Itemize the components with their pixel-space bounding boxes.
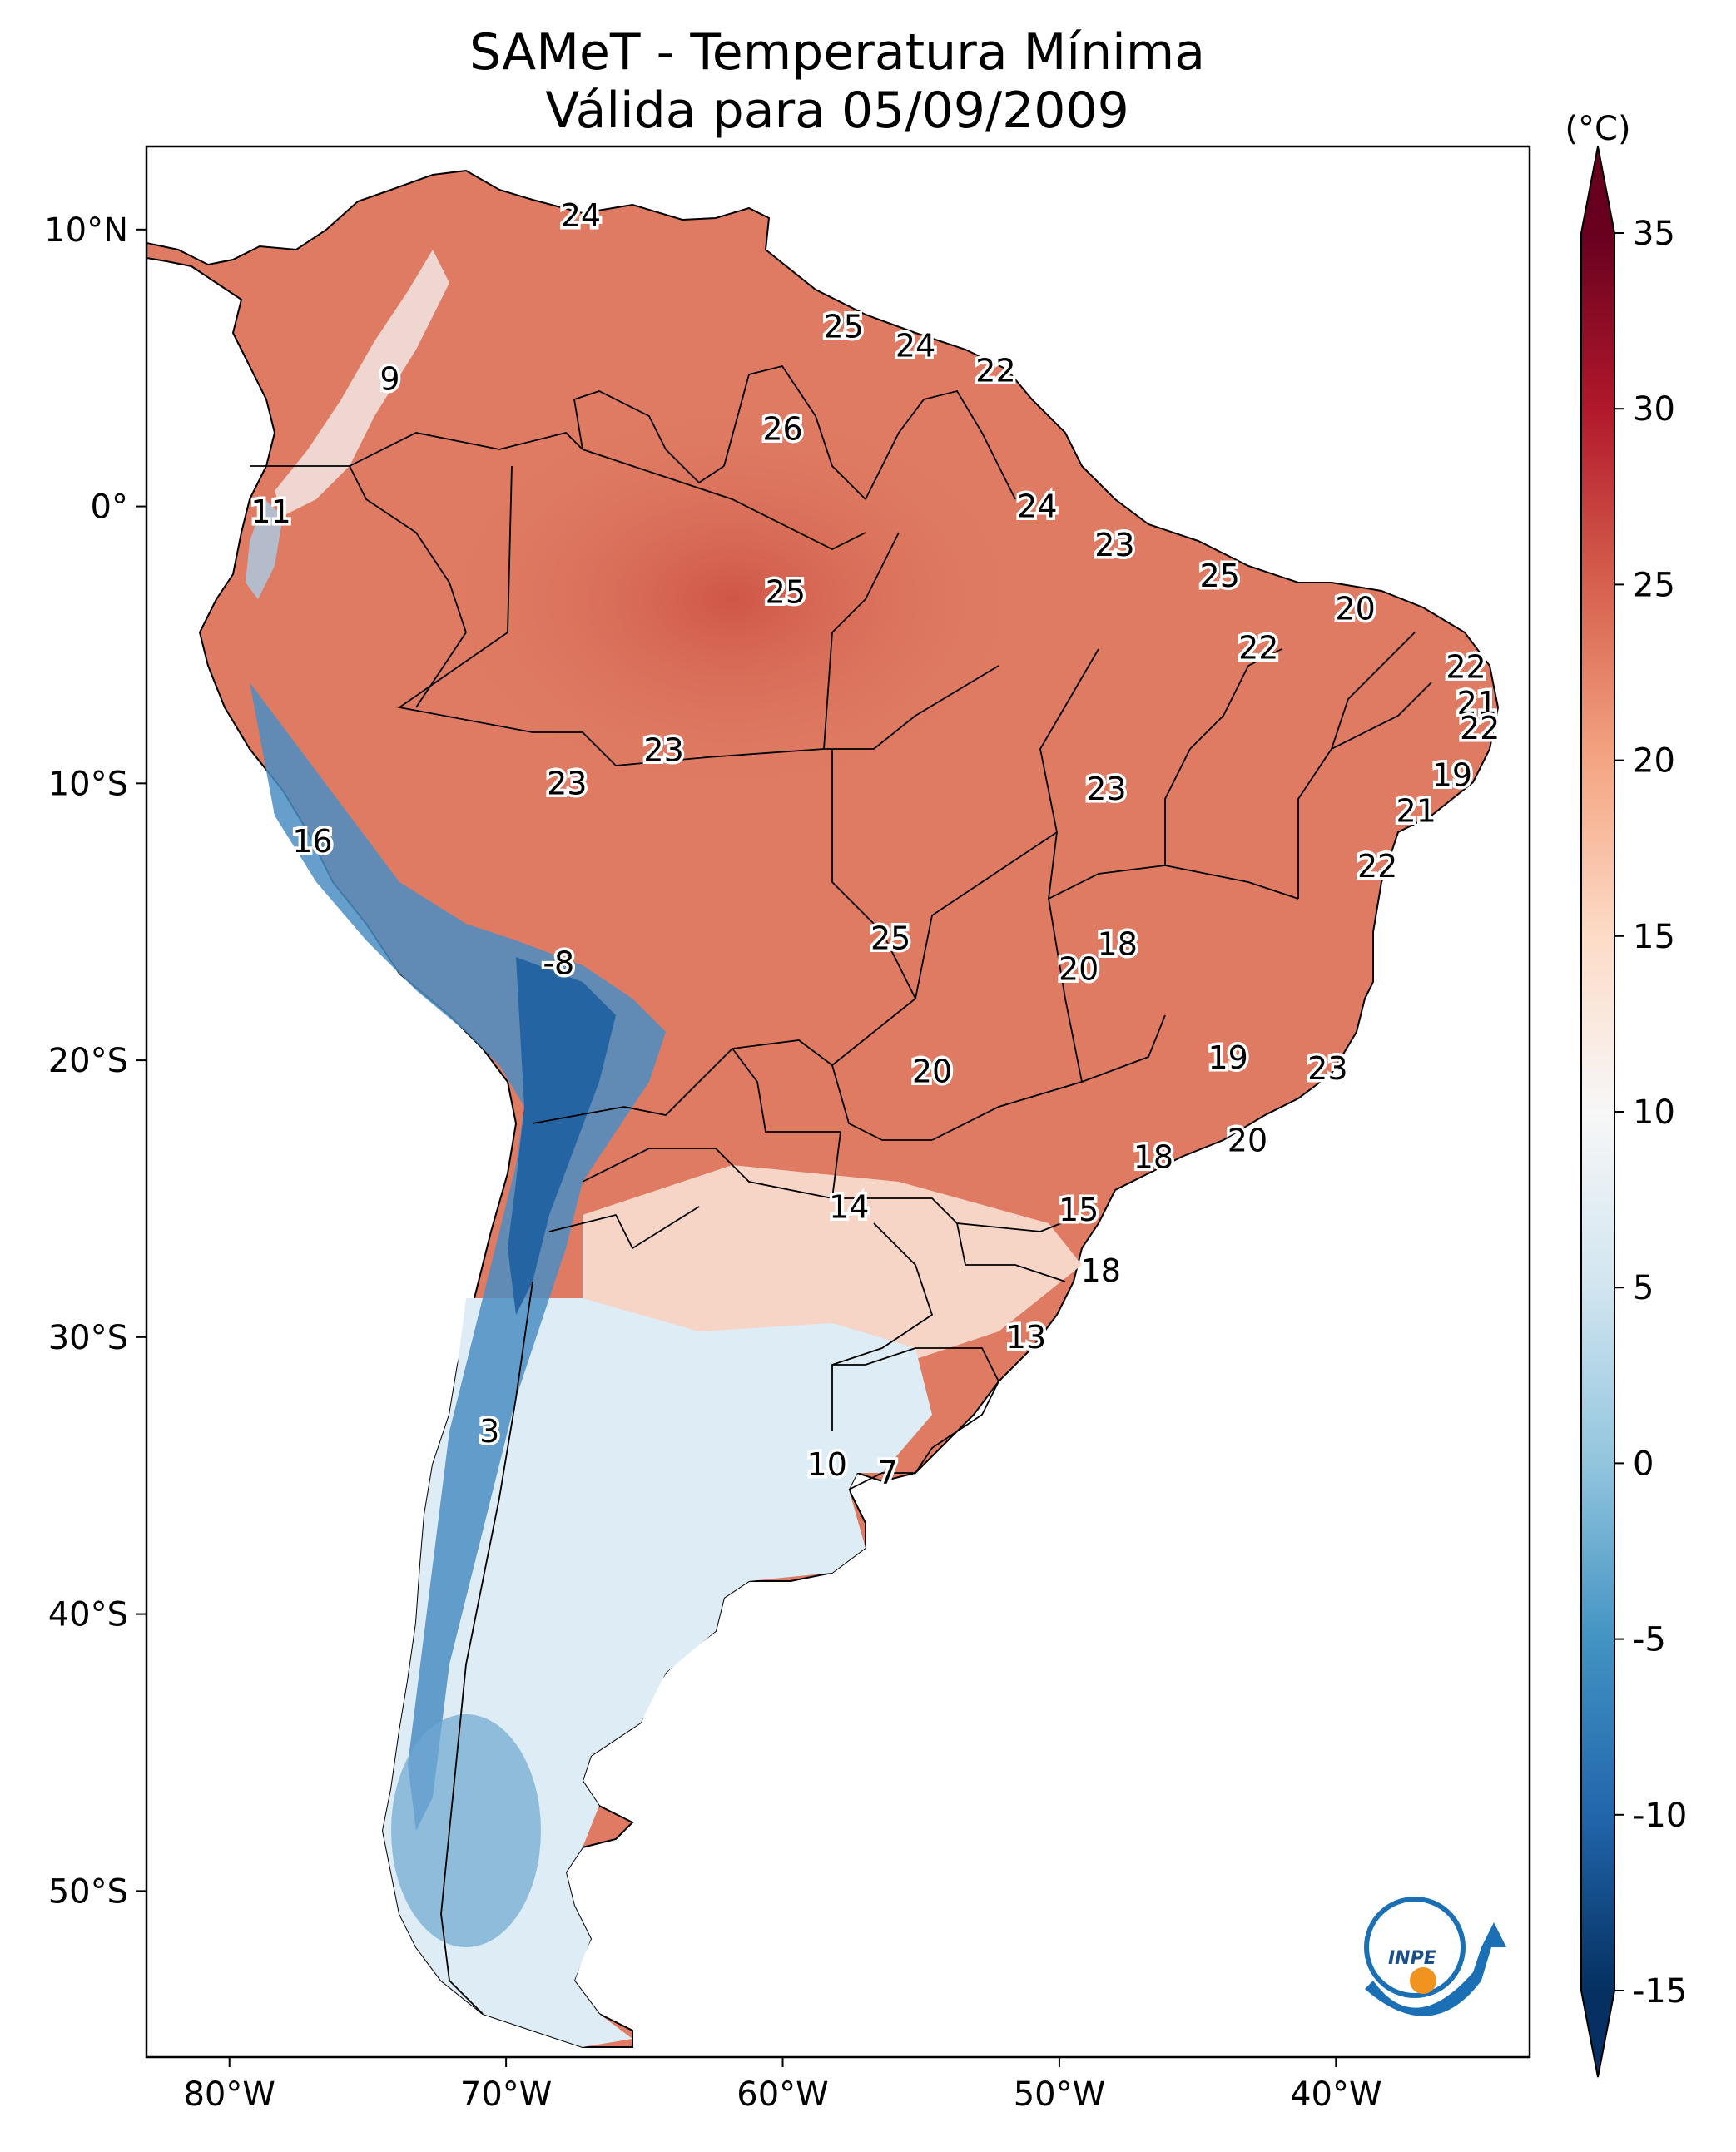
colorbar-tick-label: 10 [1633, 1093, 1675, 1132]
lon-tick-label: 50°W [1014, 2075, 1105, 2114]
temperature-point-label: 7 [878, 1455, 898, 1491]
temperature-point-label: 20 [1335, 591, 1375, 627]
patagonia-cold [391, 1714, 541, 1947]
colorbar-tick-label: 15 [1633, 918, 1675, 956]
longitude-ticks: 80°W 70°W 60°W 50°W 40°W [183, 2057, 1382, 2114]
lon-tick-label: 40°W [1290, 2075, 1381, 2114]
temperature-point-label: 18 [1081, 1252, 1121, 1289]
colorbar-unit: (°C) [1565, 110, 1630, 148]
map-title-line2: Válida para 05/09/2009 [545, 82, 1129, 140]
temperature-point-label: 18 [1098, 925, 1138, 962]
colorbar-ticks: 35 30 25 20 15 10 5 0 -5 -10 -15 [1614, 215, 1687, 2011]
colorbar-tick-label: -10 [1633, 1797, 1687, 1835]
temperature-point-label: 20 [1228, 1123, 1267, 1159]
lat-tick-label: 20°S [48, 1042, 128, 1080]
temperature-point-label: -8 [543, 945, 574, 982]
lat-tick-label: 30°S [48, 1319, 128, 1357]
temperature-point-label: 24 [561, 197, 601, 234]
temperature-point-label: 22 [1460, 710, 1500, 746]
temperature-point-label: 10 [807, 1446, 847, 1483]
lon-tick-label: 70°W [460, 2075, 552, 2114]
temperature-point-label: 25 [870, 920, 910, 957]
colorbar-min-extend [1581, 1991, 1614, 2077]
continent-layer [146, 169, 1500, 2048]
colorbar-tick-label: 35 [1633, 215, 1675, 253]
temperature-point-label: 20 [1059, 950, 1099, 987]
lat-tick-label: 10°S [48, 765, 128, 803]
temperature-point-label: 9 [379, 361, 399, 398]
temperature-point-label: 25 [1200, 558, 1240, 594]
inpe-logo-text: INPE [1388, 1948, 1436, 1969]
lat-tick-label: 10°N [44, 211, 128, 250]
amazon-warm-zone [433, 399, 1032, 799]
latitude-ticks: 10°N 0° 10°S 20°S 30°S 40°S 50°S [44, 211, 146, 1911]
ecuador-andes [246, 499, 283, 599]
temperature-point-label: 21 [1457, 685, 1497, 721]
temperature-point-label: 20 [912, 1053, 952, 1089]
temperature-point-label: 23 [1086, 771, 1126, 807]
colorbar: (°C) 35 30 25 20 15 10 5 0 -5 -10 -15 [1565, 110, 1687, 2078]
colorbar-tick-label: 20 [1633, 742, 1675, 781]
temperature-point-label: 24 [895, 328, 935, 364]
colorbar-tick-label: 30 [1633, 390, 1675, 429]
temperature-point-label: 22 [975, 353, 1015, 389]
colorbar-tick-label: 5 [1633, 1269, 1654, 1307]
temperature-point-label: 11 [250, 493, 290, 530]
temperature-point-label: 15 [1059, 1192, 1099, 1228]
temperature-point-label: 19 [1432, 756, 1472, 793]
temperature-point-label: 23 [1307, 1050, 1347, 1087]
colombia-andes [275, 250, 449, 516]
andes-cold-band [250, 682, 666, 1831]
temperature-point-label: 24 [1017, 488, 1057, 525]
temperature-point-label: 13 [1006, 1319, 1046, 1356]
temperature-point-label: 23 [547, 765, 587, 801]
temperature-point-label: 16 [292, 823, 332, 860]
lat-tick-label: 0° [91, 488, 128, 527]
temperature-point-label: 14 [829, 1188, 869, 1225]
lat-tick-label: 40°S [48, 1596, 128, 1634]
temperature-point-label: 23 [1094, 527, 1134, 563]
lon-tick-label: 80°W [183, 2075, 275, 2114]
map-border [145, 145, 1531, 2059]
temperature-point-label: 3 [479, 1413, 499, 1450]
map-title-line1: SAMeT - Temperatura Mínima [469, 23, 1206, 82]
colorbar-tick-label: -5 [1633, 1621, 1666, 1659]
colorbar-max-extend [1581, 146, 1614, 233]
temperature-point-label: 26 [762, 410, 802, 447]
temperature-point-label: 21 [1396, 793, 1436, 830]
political-borders [250, 364, 1432, 2015]
temperature-point-label: 25 [823, 308, 863, 345]
temperature-point-label: 22 [1446, 649, 1486, 686]
altiplano-coldest [508, 957, 616, 1315]
lat-tick-label: 50°S [48, 1872, 128, 1911]
temperature-point-label: 22 [1238, 629, 1278, 666]
temperature-point-label: 23 [643, 731, 683, 768]
colorbar-tick-label: 25 [1633, 566, 1675, 604]
inpe-logo: INPE [1364, 1897, 1506, 2016]
colorbar-tick-label: 0 [1633, 1445, 1654, 1483]
lon-tick-label: 60°W [737, 2075, 828, 2114]
temperature-point-label: 18 [1133, 1139, 1173, 1176]
colorbar-tick-label: -15 [1633, 1972, 1687, 2011]
temperature-point-label: 22 [1357, 848, 1397, 885]
temperature-point-label: 25 [766, 574, 806, 611]
temperature-point-label: 19 [1208, 1039, 1248, 1076]
colorbar-body [1581, 233, 1614, 1991]
